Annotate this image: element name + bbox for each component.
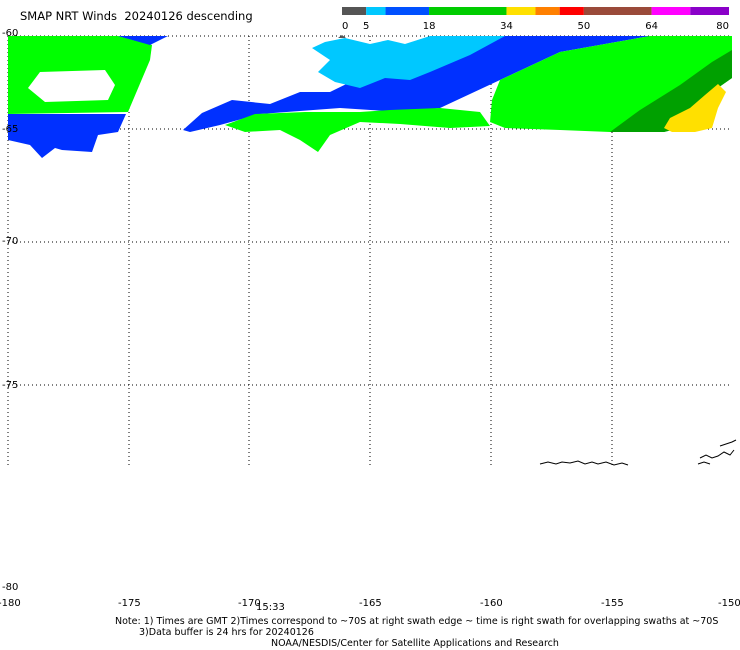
colorbar-tick-label: 18 xyxy=(423,21,436,32)
swath-dark-dot xyxy=(338,35,346,38)
lon-label: -160 xyxy=(480,598,503,609)
colorbar-segment xyxy=(342,7,367,15)
swath-yellow xyxy=(664,84,726,132)
colorbar-segment xyxy=(583,7,652,15)
colorbar-tick-label: 0 xyxy=(342,21,348,32)
lon-label: -170 xyxy=(238,598,261,609)
latitude-labels: -60 -65 -70 -75 -80 xyxy=(2,28,18,593)
colorbar-tick-label: 80 xyxy=(716,21,729,32)
colorbar-segment xyxy=(506,7,536,15)
swath-gap-white xyxy=(28,70,115,102)
colorbar-tick-label: 50 xyxy=(578,21,591,32)
lon-label: -155 xyxy=(601,598,624,609)
longitude-labels: -180 -175 -170 -165 -160 -155 -150 xyxy=(0,598,740,609)
lon-label: -180 xyxy=(0,598,21,609)
lon-label: -165 xyxy=(359,598,382,609)
colorbar-segment xyxy=(559,7,584,15)
swath-blue-left xyxy=(8,114,126,158)
footer-credit: NOAA/NESDIS/Center for Satellite Applica… xyxy=(271,638,559,649)
lon-label: -150 xyxy=(718,598,740,609)
colorbar-segment xyxy=(385,7,430,15)
footer-note: Note: 1) Times are GMT 2)Times correspon… xyxy=(115,616,719,627)
coastline xyxy=(539,439,737,466)
swath-cyan xyxy=(312,36,505,88)
colorbar-tick-label: 64 xyxy=(645,21,658,32)
wind-swath-left xyxy=(8,36,168,158)
colorbar-tick-label: 5 xyxy=(363,21,369,32)
swath-darkgreen xyxy=(610,50,732,132)
lat-label: -60 xyxy=(2,28,18,39)
colorbar-segment xyxy=(690,7,729,15)
lat-label: -80 xyxy=(2,582,18,593)
colorbar-segment xyxy=(651,7,691,15)
colorbar-segment xyxy=(429,7,507,15)
lat-label: -65 xyxy=(2,124,18,135)
swath-blue-main xyxy=(183,36,650,132)
lon-label: -175 xyxy=(118,598,141,609)
page-title: SMAP NRT Winds 20240126 descending xyxy=(20,9,253,23)
swath-blue-top xyxy=(118,36,168,45)
lat-label: -70 xyxy=(2,236,18,247)
colorbar-segment xyxy=(535,7,560,15)
colorbar-segment xyxy=(366,7,386,15)
swath-green-bottom xyxy=(225,108,490,152)
wind-speed-colorbar: 0 5 18 34 50 64 80 xyxy=(342,7,729,32)
footer-buffer: 3)Data buffer is 24 hrs for 20240126 xyxy=(139,627,314,638)
swath-time-label: 15:33 xyxy=(256,602,285,613)
lat-label: -75 xyxy=(2,380,18,391)
wind-swath-right xyxy=(183,35,732,152)
colorbar-tick-label: 34 xyxy=(500,21,513,32)
